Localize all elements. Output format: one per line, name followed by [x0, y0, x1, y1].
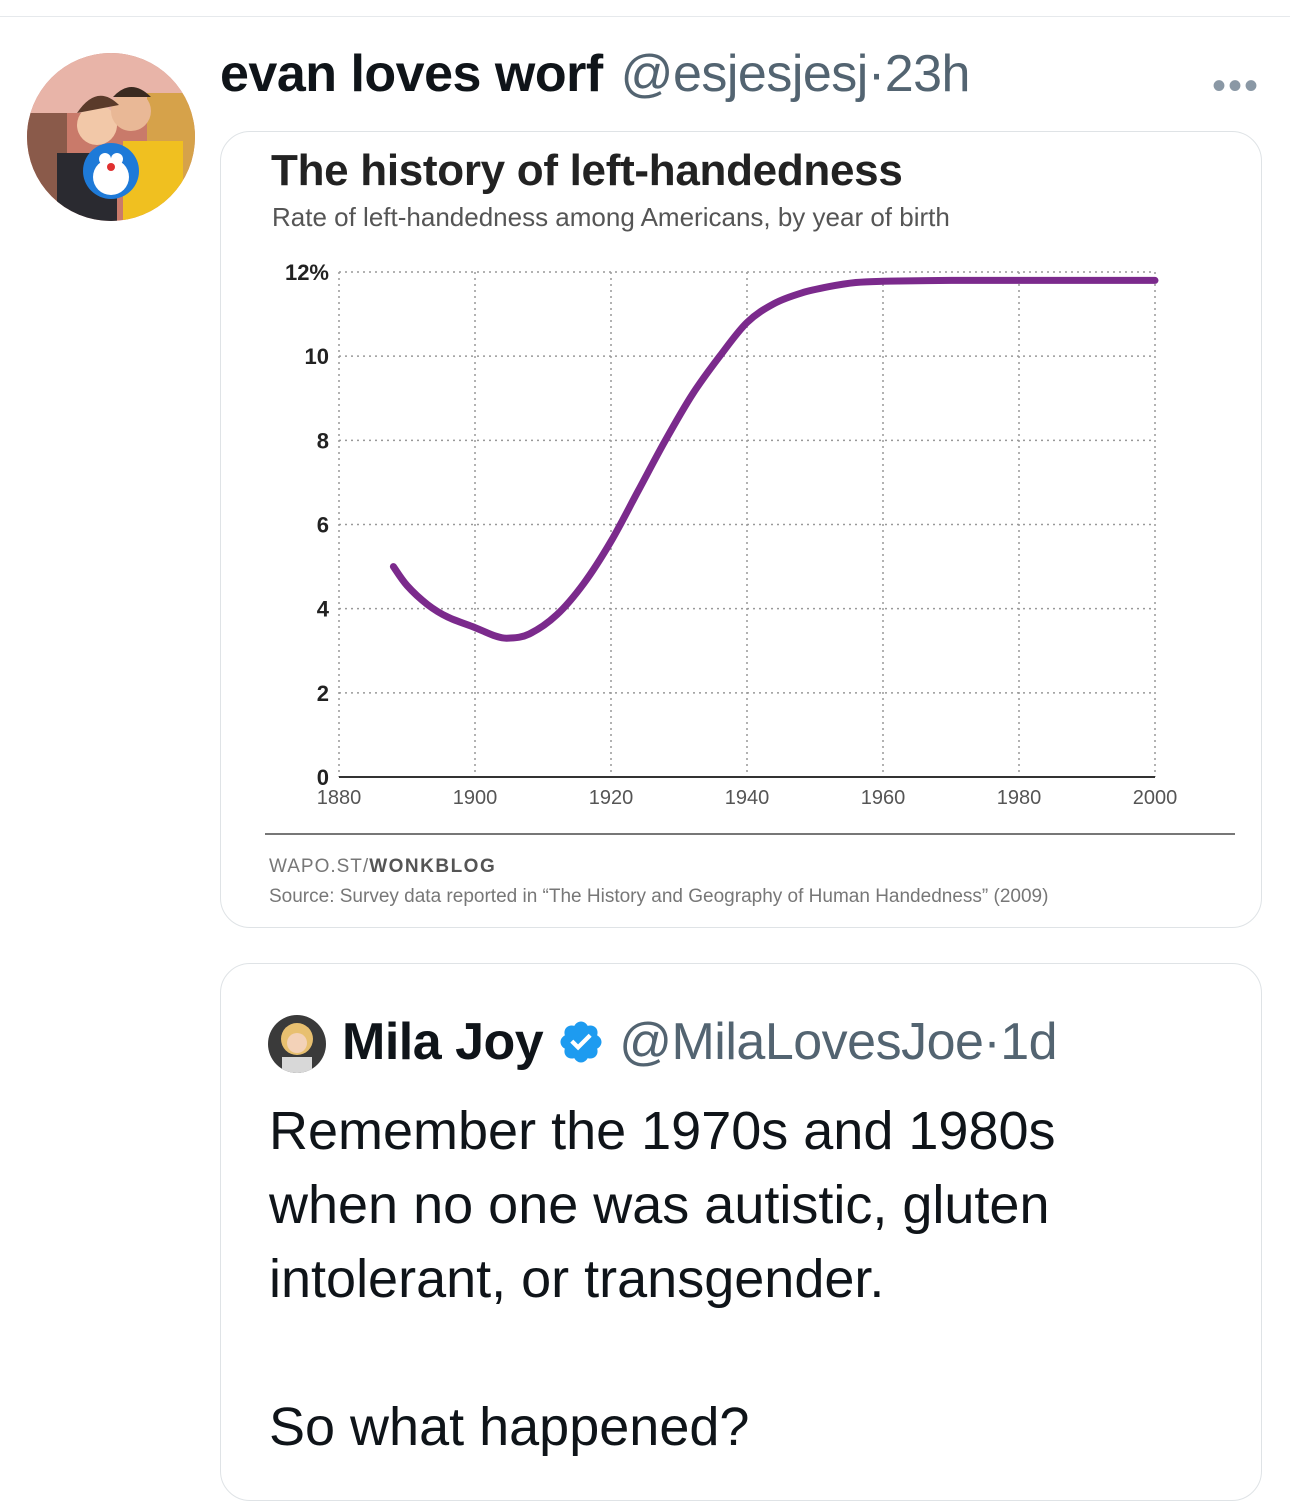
- chart-title: The history of left-handedness: [271, 146, 903, 195]
- quoted-text-line: intolerant, or transgender.: [269, 1249, 885, 1309]
- chart-source: Source: Survey data reported in “The His…: [269, 886, 1049, 907]
- user-photo-icon: [27, 53, 195, 221]
- quoted-author-handle[interactable]: @MilaLovesJoe·1d: [619, 1013, 1058, 1071]
- x-tick-label: 1960: [861, 787, 906, 809]
- quoted-text-line: So what happened?: [269, 1397, 750, 1457]
- author-handle[interactable]: @esjesjesj·23h: [620, 45, 971, 103]
- y-tick-label: 8: [317, 428, 329, 453]
- dot-separator: ·: [867, 45, 885, 103]
- chart-subtitle: Rate of left-handedness among Americans,…: [272, 202, 950, 232]
- x-tick-label: 1920: [589, 787, 634, 809]
- author-avatar[interactable]: [27, 53, 195, 221]
- x-tick-label: 1980: [997, 787, 1042, 809]
- tweet-header: evan loves worf @esjesjesj·23h: [220, 44, 970, 110]
- author-name[interactable]: evan loves worf: [220, 45, 603, 103]
- x-tick-label: 1900: [453, 787, 498, 809]
- line-chart: 0 2 4 6 8 10 12% 1880 1900 1920 1940 1960 1980 2000: [285, 260, 1178, 809]
- top-divider: [0, 16, 1290, 17]
- x-tick-label: 1940: [725, 787, 770, 809]
- y-tick-label: 6: [317, 513, 329, 538]
- quoted-text-line: Remember the 1970s and 1980s: [269, 1101, 1056, 1161]
- chart-footer-rule: [265, 833, 1235, 835]
- ellipsis-icon[interactable]: •••: [1212, 64, 1261, 108]
- tweet-time[interactable]: 23h: [884, 45, 971, 103]
- chart-image-card[interactable]: The history of left-handedness Rate of l…: [220, 131, 1262, 928]
- x-tick-label: 1880: [317, 787, 362, 809]
- quoted-tweet-text: Remember the 1970s and 1980s when no one…: [269, 1094, 1229, 1464]
- verified-badge-icon[interactable]: [557, 1018, 605, 1066]
- y-tick-label: 4: [317, 597, 330, 622]
- quoted-author-name[interactable]: Mila Joy: [342, 1013, 544, 1071]
- y-tick-label: 12%: [285, 260, 329, 285]
- quoted-author-avatar[interactable]: [268, 1015, 326, 1073]
- dot-separator: ·: [983, 1013, 1001, 1071]
- series-line: [389, 276, 1159, 642]
- quoted-text-line: when no one was autistic, gluten: [269, 1175, 1050, 1235]
- chart-credit: WAPO.ST/WONKBLOG: [269, 856, 497, 877]
- y-tick-label: 2: [317, 681, 329, 706]
- x-tick-label: 2000: [1133, 787, 1178, 809]
- user-photo-icon: [268, 1015, 326, 1073]
- quoted-tweet-header: Mila Joy @MilaLovesJoe·1d: [342, 1012, 1058, 1072]
- y-tick-label: 0: [317, 765, 329, 790]
- y-tick-label: 10: [305, 344, 329, 369]
- quoted-tweet-time[interactable]: 1d: [1000, 1013, 1058, 1071]
- quoted-tweet-card[interactable]: Mila Joy @MilaLovesJoe·1d Remember the 1…: [220, 963, 1262, 1501]
